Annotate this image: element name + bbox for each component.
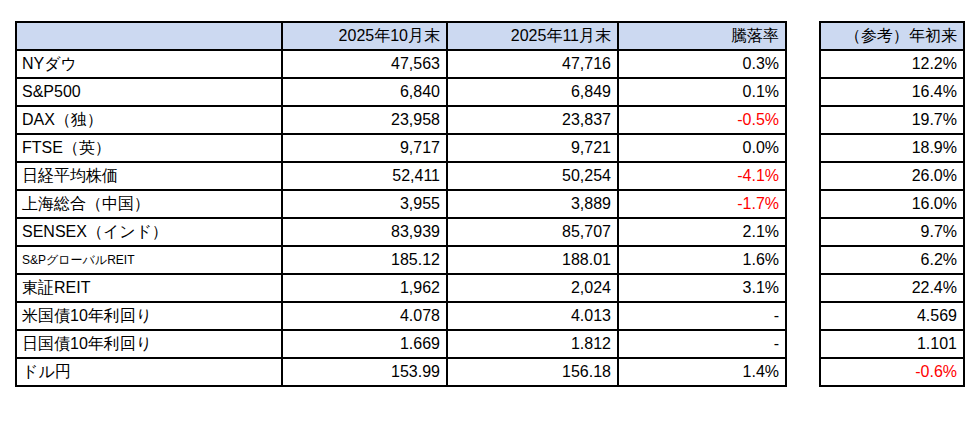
ytd-value-cell: 4.569	[820, 302, 964, 330]
nov-value-cell: 4.013	[447, 302, 618, 330]
ytd-value-cell: 16.0%	[820, 190, 964, 218]
nov-value-cell: 50,254	[447, 162, 618, 190]
nov-value-cell: 3,889	[447, 190, 618, 218]
row-label-cell: 日国債10年利回り	[16, 330, 282, 358]
table-row: 日経平均株価52,41150,254-4.1%	[16, 162, 786, 190]
oct-value-cell: 185.12	[282, 246, 447, 274]
ref-table-row: 16.4%	[820, 78, 964, 106]
ref-table-row: 9.7%	[820, 218, 964, 246]
nov-value-cell: 1.812	[447, 330, 618, 358]
ytd-value-cell: 6.2%	[820, 246, 964, 274]
table-row: DAX（独）23,95823,837-0.5%	[16, 106, 786, 134]
table-row: ドル円153.99156.181.4%	[16, 358, 786, 386]
nov-value-cell: 23,837	[447, 106, 618, 134]
change-value-cell: 0.0%	[618, 134, 786, 162]
oct-value-cell: 3,955	[282, 190, 447, 218]
row-label-cell: 東証REIT	[16, 274, 282, 302]
change-value-cell: 1.6%	[618, 246, 786, 274]
ytd-value-cell: 22.4%	[820, 274, 964, 302]
ref-table-row: -0.6%	[820, 358, 964, 386]
table-row: NYダウ47,56347,7160.3%	[16, 50, 786, 78]
ref-table-row: 19.7%	[820, 106, 964, 134]
row-label-cell: S&PグローバルREIT	[16, 246, 282, 274]
ref-table-row: 6.2%	[820, 246, 964, 274]
market-summary: 2025年10月末 2025年11月末 騰落率 NYダウ47,56347,716…	[15, 21, 965, 387]
table-row: S&P5006,8406,8490.1%	[16, 78, 786, 106]
table-row: 日国債10年利回り1.6691.812-	[16, 330, 786, 358]
row-label-cell: ドル円	[16, 358, 282, 386]
oct-value-cell: 6,840	[282, 78, 447, 106]
ref-table-row: 26.0%	[820, 162, 964, 190]
oct-value-cell: 47,563	[282, 50, 447, 78]
header-ytd-reference: （参考）年初来	[820, 22, 964, 50]
change-value-cell: -4.1%	[618, 162, 786, 190]
ref-table-row: 12.2%	[820, 50, 964, 78]
table-row: S&PグローバルREIT185.12188.011.6%	[16, 246, 786, 274]
row-label-cell: FTSE（英）	[16, 134, 282, 162]
page: 2025年10月末 2025年11月末 騰落率 NYダウ47,56347,716…	[0, 0, 977, 433]
header-nov-end: 2025年11月末	[447, 22, 618, 50]
corner-header-cell	[16, 22, 282, 50]
reference-ytd-table: （参考）年初来 12.2%16.4%19.7%18.9%26.0%16.0%9.…	[819, 21, 965, 387]
oct-value-cell: 1,962	[282, 274, 447, 302]
ref-table-row: 1.101	[820, 330, 964, 358]
header-row: 2025年10月末 2025年11月末 騰落率	[16, 22, 786, 50]
row-label-cell: 米国債10年利回り	[16, 302, 282, 330]
ref-table-row: 16.0%	[820, 190, 964, 218]
row-label-cell: NYダウ	[16, 50, 282, 78]
ytd-value-cell: 19.7%	[820, 106, 964, 134]
header-change-rate: 騰落率	[618, 22, 786, 50]
oct-value-cell: 153.99	[282, 358, 447, 386]
change-value-cell: 1.4%	[618, 358, 786, 386]
ref-table-row: 22.4%	[820, 274, 964, 302]
change-value-cell: 0.3%	[618, 50, 786, 78]
table-row: 上海総合（中国）3,9553,889-1.7%	[16, 190, 786, 218]
table-row: SENSEX（インド）83,93985,7072.1%	[16, 218, 786, 246]
row-label-cell: 上海総合（中国）	[16, 190, 282, 218]
change-value-cell: -	[618, 330, 786, 358]
table-row: 米国債10年利回り4.0784.013-	[16, 302, 786, 330]
ytd-value-cell: 1.101	[820, 330, 964, 358]
oct-value-cell: 23,958	[282, 106, 447, 134]
row-label-cell: 日経平均株価	[16, 162, 282, 190]
change-value-cell: -	[618, 302, 786, 330]
change-value-cell: -0.5%	[618, 106, 786, 134]
market-table: 2025年10月末 2025年11月末 騰落率 NYダウ47,56347,716…	[15, 21, 787, 387]
ytd-value-cell: -0.6%	[820, 358, 964, 386]
nov-value-cell: 188.01	[447, 246, 618, 274]
oct-value-cell: 83,939	[282, 218, 447, 246]
change-value-cell: 3.1%	[618, 274, 786, 302]
nov-value-cell: 9,721	[447, 134, 618, 162]
ytd-value-cell: 26.0%	[820, 162, 964, 190]
nov-value-cell: 47,716	[447, 50, 618, 78]
change-value-cell: 2.1%	[618, 218, 786, 246]
nov-value-cell: 156.18	[447, 358, 618, 386]
oct-value-cell: 9,717	[282, 134, 447, 162]
table-row: FTSE（英）9,7179,7210.0%	[16, 134, 786, 162]
table-row: 東証REIT1,9622,0243.1%	[16, 274, 786, 302]
oct-value-cell: 1.669	[282, 330, 447, 358]
row-label-cell: DAX（独）	[16, 106, 282, 134]
ref-table-row: 18.9%	[820, 134, 964, 162]
change-value-cell: -1.7%	[618, 190, 786, 218]
ytd-value-cell: 12.2%	[820, 50, 964, 78]
ref-header-row: （参考）年初来	[820, 22, 964, 50]
oct-value-cell: 52,411	[282, 162, 447, 190]
ytd-value-cell: 9.7%	[820, 218, 964, 246]
row-label-cell: S&P500	[16, 78, 282, 106]
oct-value-cell: 4.078	[282, 302, 447, 330]
change-value-cell: 0.1%	[618, 78, 786, 106]
nov-value-cell: 85,707	[447, 218, 618, 246]
ref-table-row: 4.569	[820, 302, 964, 330]
nov-value-cell: 6,849	[447, 78, 618, 106]
row-label-cell: SENSEX（インド）	[16, 218, 282, 246]
ytd-value-cell: 18.9%	[820, 134, 964, 162]
header-oct-end: 2025年10月末	[282, 22, 447, 50]
ytd-value-cell: 16.4%	[820, 78, 964, 106]
nov-value-cell: 2,024	[447, 274, 618, 302]
